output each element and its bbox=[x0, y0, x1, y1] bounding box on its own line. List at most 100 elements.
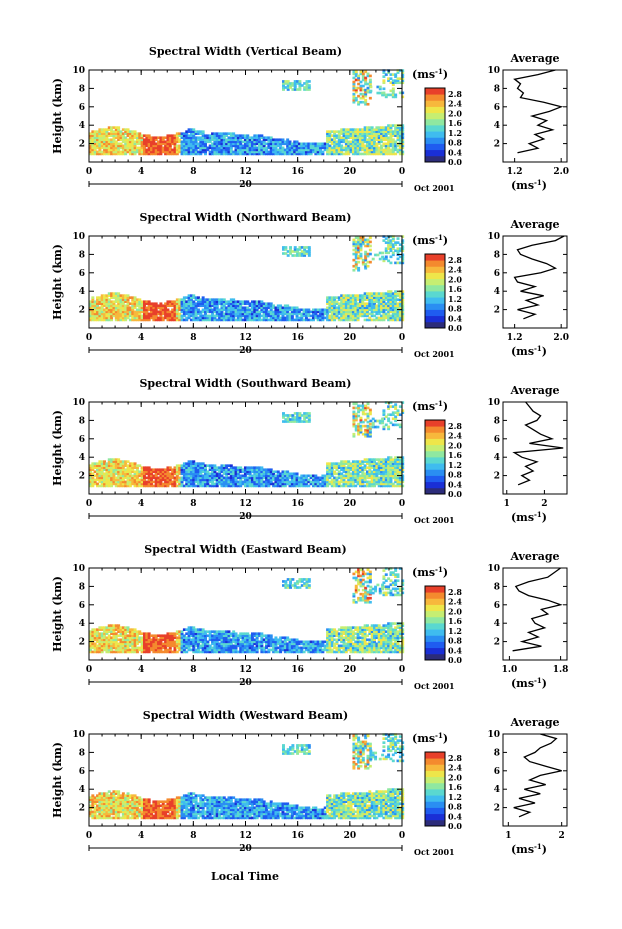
heatmap-cell bbox=[258, 318, 261, 322]
heatmap-cell bbox=[211, 300, 215, 304]
heatmap-cell bbox=[168, 310, 172, 314]
heatmap-cell bbox=[206, 140, 210, 144]
heatmap-cell bbox=[250, 310, 254, 314]
date-tick: 20 bbox=[239, 180, 252, 190]
heatmap-cell bbox=[344, 316, 348, 320]
average-x-tick-label: 1.2 bbox=[507, 167, 523, 177]
heatmap-cell bbox=[117, 136, 121, 140]
heatmap-cell bbox=[93, 150, 97, 154]
heatmap-cell bbox=[342, 140, 346, 144]
heatmap-cell bbox=[124, 470, 128, 474]
heatmap-cell bbox=[185, 308, 189, 312]
heatmap-cell bbox=[208, 134, 212, 138]
heatmap-cell bbox=[246, 140, 250, 144]
heatmap-cell bbox=[316, 318, 320, 322]
heatmap-cell bbox=[342, 304, 346, 308]
heatmap-cell bbox=[352, 70, 356, 74]
heatmap-cell bbox=[381, 93, 385, 97]
heatmap-cell bbox=[107, 462, 111, 465]
heatmap-cell bbox=[96, 136, 99, 140]
heatmap-cell bbox=[368, 80, 372, 84]
heatmap-cell bbox=[229, 298, 233, 301]
heatmap-cell bbox=[250, 304, 254, 308]
heatmap-cell bbox=[253, 314, 257, 318]
heatmap-cell bbox=[382, 409, 386, 412]
heatmap-cell bbox=[344, 296, 348, 299]
heatmap-cell bbox=[227, 316, 231, 320]
heatmap-cell bbox=[229, 310, 233, 314]
heatmap-cell bbox=[391, 300, 395, 304]
heatmap-cell bbox=[398, 134, 402, 138]
heatmap-cell bbox=[229, 148, 233, 152]
heatmap-cell bbox=[234, 150, 238, 154]
heatmap-cell bbox=[349, 128, 353, 131]
heatmap-cell bbox=[384, 95, 388, 99]
heatmap-cell bbox=[351, 298, 355, 301]
heatmap-cell bbox=[103, 468, 107, 472]
heatmap-cell bbox=[168, 314, 172, 318]
heatmap-cell bbox=[373, 306, 376, 310]
heatmap-cell bbox=[100, 144, 104, 148]
heatmap-cell bbox=[300, 250, 304, 253]
heatmap-cell bbox=[250, 140, 254, 144]
heatmap-cell bbox=[377, 132, 381, 135]
heatmap-cell bbox=[368, 140, 372, 144]
heatmap-cell bbox=[103, 152, 107, 156]
heatmap-cell bbox=[363, 146, 367, 150]
heatmap-cell bbox=[401, 249, 405, 253]
heatmap-cell bbox=[232, 310, 236, 314]
heatmap-cell bbox=[89, 318, 92, 322]
heatmap-cell bbox=[302, 142, 306, 146]
heatmap-cell bbox=[100, 470, 104, 474]
heatmap-cell bbox=[366, 318, 369, 322]
heatmap-cell bbox=[119, 472, 123, 476]
heatmap-cell bbox=[145, 300, 149, 304]
heatmap-cell bbox=[354, 134, 358, 138]
heatmap-cell bbox=[96, 146, 99, 150]
heatmap-cell bbox=[227, 136, 231, 140]
heatmap-cell bbox=[328, 300, 332, 304]
heatmap-cell bbox=[250, 308, 254, 312]
heatmap-cell bbox=[182, 150, 186, 154]
heatmap-cell bbox=[373, 128, 376, 131]
heatmap-cell bbox=[96, 468, 99, 472]
heatmap-cell bbox=[114, 464, 118, 467]
heatmap-cell bbox=[225, 306, 229, 310]
colorbar-unit: (ms-1) bbox=[412, 399, 448, 413]
heatmap-cell bbox=[187, 312, 191, 316]
heatmap-cell bbox=[361, 134, 365, 138]
heatmap-cell bbox=[218, 146, 222, 150]
heatmap-cell bbox=[312, 318, 315, 322]
heatmap-cell bbox=[375, 126, 379, 129]
heatmap-cell bbox=[370, 318, 374, 322]
heatmap-cell bbox=[368, 240, 372, 244]
heatmap-cell bbox=[349, 296, 353, 299]
heatmap-cell bbox=[328, 310, 332, 314]
heatmap-cell bbox=[394, 140, 398, 144]
heatmap-cell bbox=[166, 150, 170, 154]
heatmap-cell bbox=[401, 257, 405, 261]
heatmap-cell bbox=[121, 302, 125, 306]
heatmap-cell bbox=[178, 144, 182, 148]
heatmap-cell bbox=[384, 247, 388, 251]
heatmap-cell bbox=[281, 318, 285, 322]
heatmap-cell bbox=[354, 96, 358, 100]
heatmap-cell bbox=[150, 144, 153, 148]
heatmap-cell bbox=[309, 150, 313, 154]
heatmap-cell bbox=[232, 308, 236, 312]
heatmap-cell bbox=[356, 294, 360, 297]
heatmap-cell bbox=[354, 298, 358, 301]
heatmap-cell bbox=[364, 88, 368, 92]
heatmap-cell bbox=[211, 138, 215, 142]
heatmap-cell bbox=[117, 478, 121, 482]
heatmap-cell bbox=[236, 150, 240, 154]
heatmap-cell bbox=[297, 142, 301, 146]
heatmap-cell bbox=[189, 306, 193, 310]
heatmap-cell bbox=[295, 148, 299, 152]
x-tick-label: 20 bbox=[344, 333, 357, 343]
heatmap-cell bbox=[93, 462, 97, 465]
heatmap-cell bbox=[387, 306, 391, 310]
heatmap-cell bbox=[91, 136, 95, 140]
heatmap-cell bbox=[401, 95, 405, 99]
heatmap-cell bbox=[243, 144, 247, 148]
